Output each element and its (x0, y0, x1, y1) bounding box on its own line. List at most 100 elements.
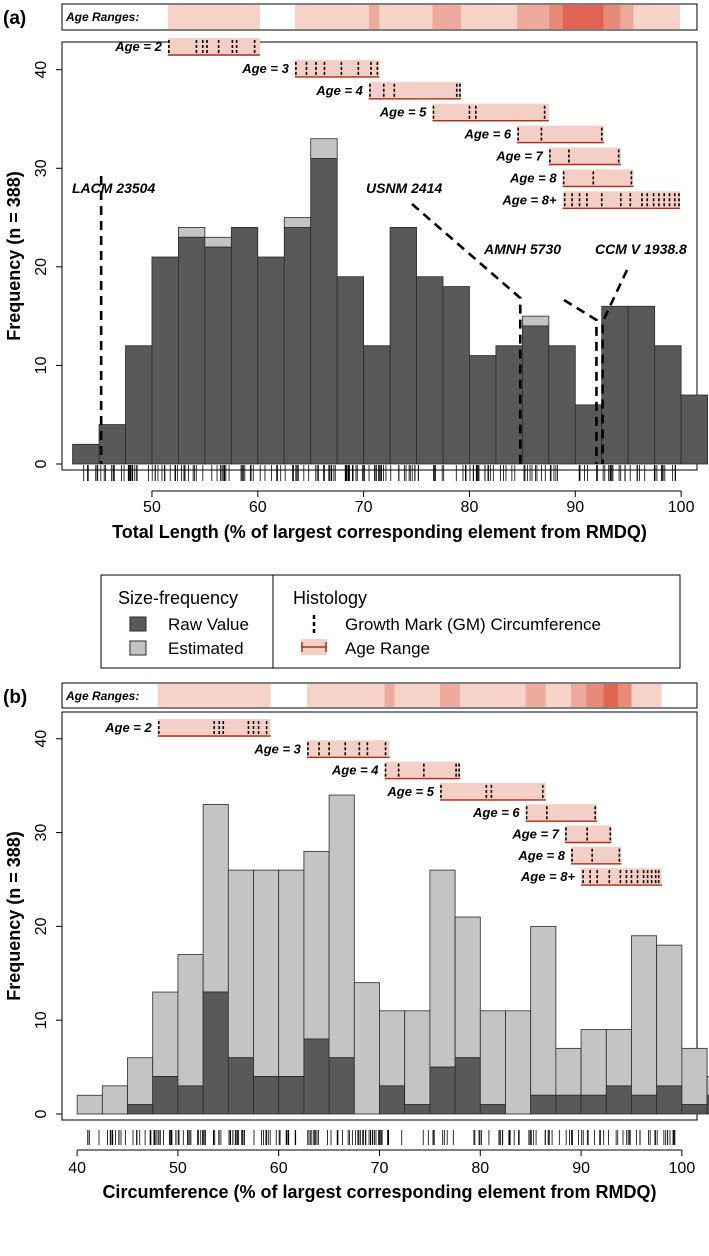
age-label: Age = 5 (386, 784, 434, 799)
age-ranges-band-segment (379, 5, 433, 29)
bar-estimated (404, 1010, 431, 1106)
panel-b: (b) Age Ranges: 0 10 20 30 40 Frequency (n = 38… (3, 682, 709, 1202)
age-label: Age = 7 (495, 149, 543, 164)
bar-raw (177, 1085, 204, 1115)
bar-raw (605, 1085, 632, 1115)
bar-estimated (227, 869, 254, 1059)
age-range-box (525, 804, 598, 823)
bar-estimated (656, 944, 683, 1087)
bar-raw (328, 1057, 355, 1115)
age-label: Age = 7 (511, 827, 559, 842)
bar-raw (656, 1085, 683, 1115)
age-range-box (306, 740, 390, 759)
age-ranges-band-segment (439, 684, 461, 707)
bar-estimated (353, 982, 380, 1115)
bar-estimated (310, 138, 338, 159)
legend-box (100, 574, 681, 669)
bar-raw (654, 345, 682, 465)
age-range-box (548, 147, 621, 166)
bar-raw (574, 404, 603, 465)
bar-raw (416, 276, 444, 465)
bar-estimated (454, 916, 481, 1059)
panel-a: (a) Age Ranges: 0 10 20 30 40 Frequency (n = 38… (3, 3, 708, 542)
age-range-box (581, 868, 662, 887)
bar-raw (283, 227, 312, 465)
x-tick-label: 60 (270, 1160, 288, 1177)
specimen-label-lacm: LACM 23504 (72, 180, 155, 196)
bar-estimated (127, 1057, 154, 1106)
age-ranges-band-segment (432, 5, 461, 29)
age-ranges-band-segment (368, 5, 380, 29)
bar-raw (429, 1066, 456, 1115)
y-tick-label: 10 (33, 1011, 50, 1029)
age-label: Age = 5 (379, 105, 427, 120)
specimen-line-usnm (411, 203, 522, 464)
age-range-box (294, 59, 380, 78)
bar-raw (253, 1076, 280, 1115)
bar-raw (125, 345, 153, 465)
age-ranges-band-segment (384, 684, 395, 707)
age-label: Age = 2 (114, 39, 162, 54)
bar-estimated (555, 1047, 582, 1096)
bar-raw (152, 1076, 179, 1115)
age-range-box (571, 846, 622, 865)
bar-estimated (706, 1076, 709, 1096)
bar-raw (151, 256, 179, 465)
bar-estimated (521, 315, 550, 327)
bar-raw (548, 345, 576, 465)
legend-raw-label: Raw Value (168, 615, 249, 634)
x-tick-label: 50 (143, 499, 161, 516)
x-tick-label: 90 (566, 499, 584, 516)
bar-estimated (178, 227, 206, 238)
age-ranges-band-segment (571, 684, 587, 707)
age-ranges-band-segment (545, 684, 572, 707)
bar-raw (389, 227, 417, 465)
bar-estimated (177, 954, 204, 1087)
bar-raw (204, 246, 232, 465)
bar-raw (479, 1104, 506, 1115)
age-ranges-band-segment (525, 684, 546, 707)
bar-estimated (605, 1029, 632, 1087)
age-ranges-band-segment (620, 5, 634, 29)
legend-age-range-label: Age Range (345, 639, 430, 658)
bar-raw (278, 1076, 305, 1115)
age-ranges-band-segment (460, 5, 518, 29)
bar-raw (363, 345, 391, 465)
y-tick-label: 0 (33, 459, 50, 468)
specimen-label-amnh: AMNH 5730 (483, 241, 561, 257)
x-tick-label: 70 (371, 1160, 389, 1177)
bar-estimated (278, 869, 305, 1077)
y-tick-label: 20 (33, 258, 50, 276)
bar-raw (72, 443, 100, 465)
bar-estimated (479, 1010, 506, 1106)
age-label: Age = 8 (517, 848, 565, 863)
x-tick-label: 70 (355, 499, 373, 516)
bar-estimated (379, 1010, 406, 1087)
age-label: Age = 6 (472, 805, 520, 820)
y-tick-label: 20 (33, 917, 50, 935)
bar-raw (257, 256, 285, 465)
age-label: Age = 3 (253, 741, 301, 756)
age-label: Age = 8+ (520, 869, 576, 884)
bar-raw (454, 1057, 481, 1115)
age-ranges-label: Age Ranges: (65, 10, 139, 24)
bar-raw (230, 227, 259, 465)
x-tick-label: 80 (471, 1160, 489, 1177)
bar-estimated (631, 935, 658, 1096)
bar-raw (601, 305, 629, 465)
age-ranges-band-segment (294, 5, 369, 29)
x-axis-label: Total Length (% of largest corresponding… (112, 522, 647, 542)
bar-raw (495, 345, 523, 465)
bar-estimated (530, 925, 557, 1096)
age-label: Age = 4 (331, 763, 379, 778)
age-ranges-band-segment (633, 5, 681, 29)
legend-swatch-raw (129, 616, 147, 632)
bar-estimated (76, 1094, 103, 1115)
legend-title-histology: Histology (293, 588, 367, 608)
age-ranges-band-segment (603, 5, 621, 29)
bar-estimated (303, 850, 330, 1040)
age-ranges-band-segment (167, 5, 260, 29)
x-tick-label: 40 (68, 1160, 86, 1177)
age-ranges-band-segment (517, 5, 549, 29)
